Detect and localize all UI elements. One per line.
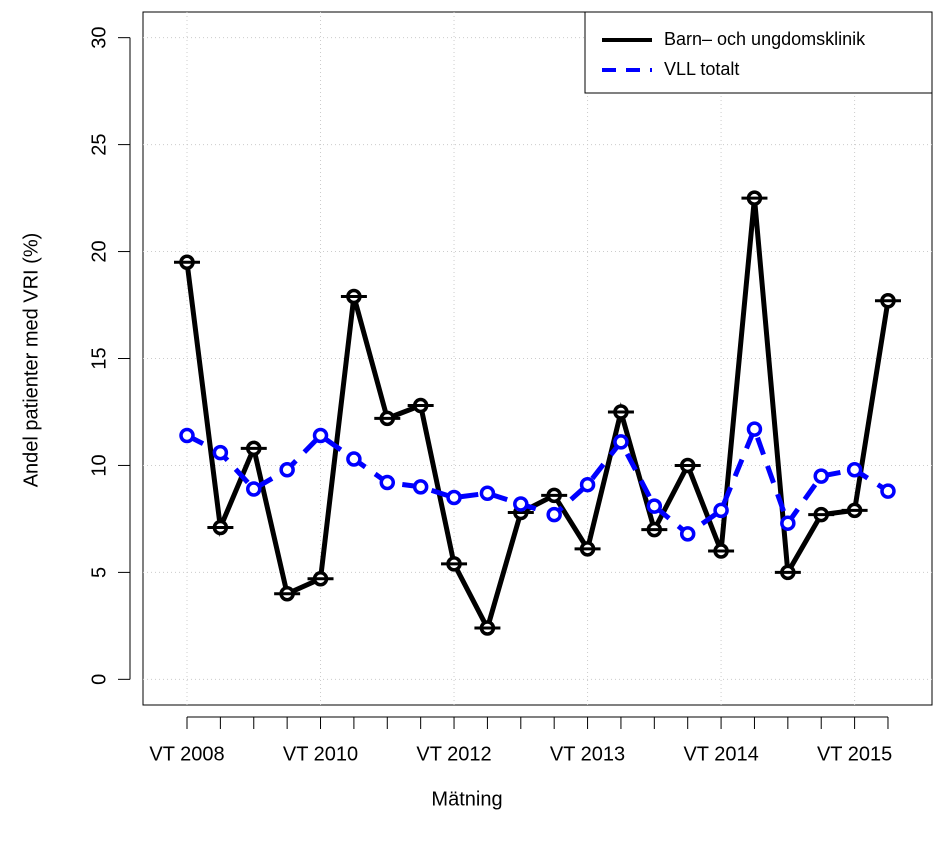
legend-label: Barn– och ungdomsklinik (664, 29, 866, 49)
point (880, 483, 896, 499)
point (679, 526, 696, 542)
legend-box (584, 11, 933, 94)
point (846, 461, 863, 478)
point (312, 427, 329, 444)
series-line (185, 422, 890, 538)
y-tick-label: 5 (88, 567, 110, 578)
x-tick-label: VT 2015 (817, 743, 892, 765)
point (346, 451, 362, 467)
point (179, 427, 195, 444)
x-tick-label: VT 2013 (550, 743, 625, 765)
point (379, 474, 396, 491)
y-tick-label: 30 (88, 27, 110, 49)
x-tick-label: VT 2014 (683, 743, 758, 765)
point (613, 434, 629, 450)
point (646, 498, 663, 514)
y-axis-title: Andel patienter med VRI (%) (20, 233, 42, 488)
point (246, 481, 262, 497)
x-tick-label: VT 2010 (283, 743, 358, 765)
point (579, 476, 596, 493)
point (279, 461, 295, 478)
legend-label: VLL totalt (664, 59, 739, 79)
point (546, 506, 562, 523)
point (713, 502, 729, 519)
x-tick-label: VT 2008 (149, 743, 224, 765)
point (212, 444, 229, 461)
point (746, 421, 763, 437)
x-tick-label: VT 2012 (416, 743, 491, 765)
series-line (184, 197, 891, 635)
point (412, 479, 429, 495)
point (479, 485, 496, 501)
point (446, 489, 462, 506)
plot-box (142, 11, 933, 706)
point (513, 496, 529, 512)
y-tick-label: 25 (88, 133, 110, 155)
x-axis-title: Mätning (431, 788, 502, 810)
point (780, 515, 796, 531)
point (813, 468, 829, 484)
y-tick-label: 15 (88, 347, 110, 369)
y-tick-label: 0 (88, 674, 110, 685)
y-tick-label: 10 (88, 454, 110, 476)
y-tick-label: 20 (88, 240, 110, 262)
